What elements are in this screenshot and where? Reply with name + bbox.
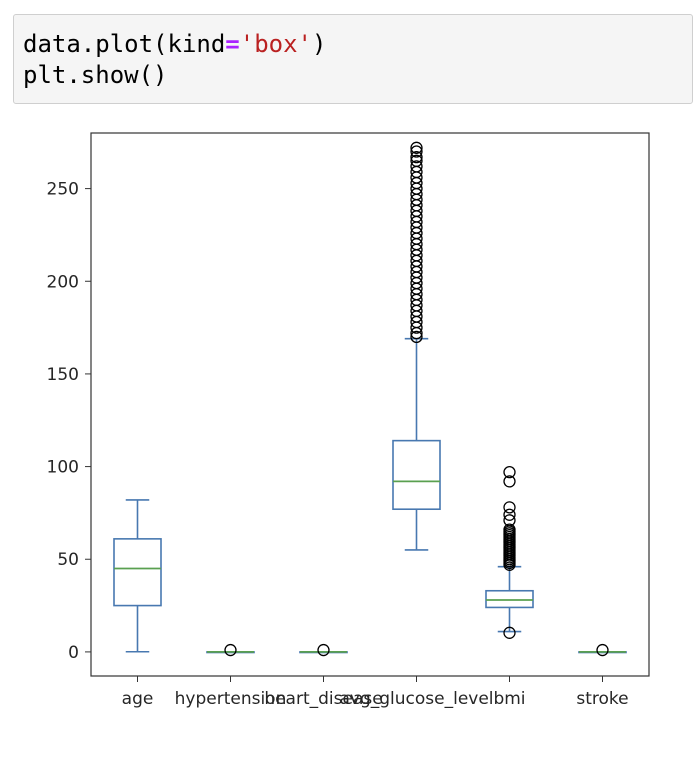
x-tick-label-bmi: bmi (493, 689, 525, 709)
box-hypertension (206, 643, 255, 657)
y-tick-label: 150 (47, 365, 79, 385)
plot-frame (90, 132, 650, 677)
box-body (485, 589, 534, 609)
outlier-point (410, 150, 423, 164)
x-tick-label-heart-disease: heart_disease (264, 689, 382, 709)
outlier-point (503, 514, 516, 527)
outlier-point (503, 475, 516, 488)
code-token-call: data.plot(kind (23, 30, 226, 58)
box-body (113, 538, 162, 607)
outlier-point (596, 643, 609, 657)
box-age (113, 499, 162, 653)
code-token-close: ) (312, 30, 327, 58)
box-series (113, 141, 627, 657)
code-token-string: 'box' (239, 30, 312, 58)
x-axis: age hypertensionheart_diseaseavg_glucose_… (122, 676, 629, 709)
y-tick-label: 200 (47, 272, 79, 292)
outlier-point (503, 508, 516, 521)
y-tick-label: 100 (47, 458, 79, 478)
outlier-point (317, 643, 330, 657)
outlier-point (410, 145, 423, 158)
x-tick-label-age: age (122, 689, 154, 709)
box-body (392, 439, 441, 511)
box-avg-glucose-level (392, 141, 441, 551)
x-tick-label-hypertension: hypertension (175, 689, 287, 709)
code-token-operator: = (225, 30, 240, 58)
outlier-point (503, 626, 516, 639)
code-line-2: plt.show() (23, 61, 168, 89)
outlier-point (503, 523, 516, 536)
box-stroke (578, 643, 627, 657)
box-bmi (485, 465, 534, 639)
y-axis: 0 50 100 150 200 250 (47, 180, 91, 663)
outlier-point (410, 160, 423, 173)
x-tick-label-avg-glucose-level: avg_glucose_level (339, 689, 493, 709)
y-tick-label: 50 (57, 550, 79, 570)
outlier-point (503, 465, 516, 479)
box-heart-disease (299, 643, 348, 657)
outlier-point (224, 643, 237, 657)
outlier-point (410, 154, 423, 167)
code-line-1: data.plot(kind='box') (23, 29, 692, 60)
outlier-point (410, 330, 423, 344)
outlier-point (410, 141, 423, 154)
y-tick-label: 250 (47, 180, 79, 200)
outlier-point (503, 501, 516, 514)
x-tick-label-stroke: stroke (576, 689, 628, 709)
code-cell[interactable]: data.plot(kind='box') plt.show() (13, 14, 693, 104)
y-tick-label: 0 (68, 643, 79, 663)
